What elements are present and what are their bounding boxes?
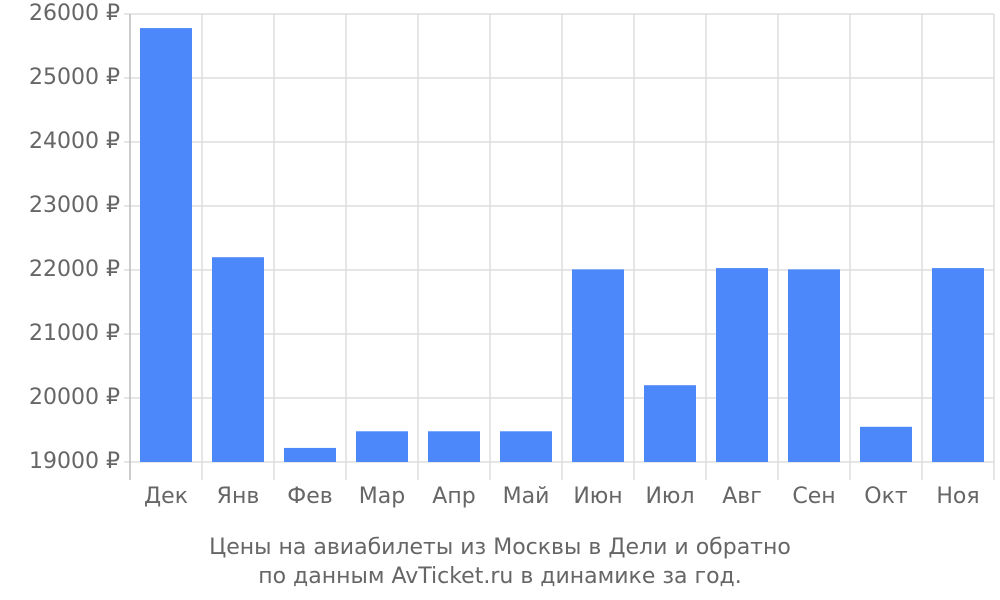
bar (356, 431, 408, 462)
y-tick-label: 25000 ₽ (29, 65, 120, 90)
bar (284, 447, 336, 462)
x-tick-label: Фев (287, 484, 332, 509)
bar (140, 28, 192, 463)
y-tick-label: 20000 ₽ (29, 385, 120, 410)
x-tick-label: Дек (144, 484, 188, 509)
x-tick-label: Апр (432, 484, 475, 509)
x-tick-label: Янв (217, 484, 260, 509)
bar (716, 268, 768, 462)
caption: Цены на авиабилеты из Москвы в Дели и об… (209, 535, 791, 560)
bar (860, 426, 912, 462)
y-tick-label: 22000 ₽ (29, 257, 120, 282)
x-tick-label: Июл (645, 484, 694, 509)
bar (788, 269, 840, 462)
bar (932, 268, 984, 462)
bar (644, 385, 696, 462)
x-tick-label: Сен (792, 484, 835, 509)
y-tick-label: 24000 ₽ (29, 129, 120, 154)
caption: по данным AvTicket.ru в динамике за год. (258, 564, 742, 589)
y-tick-label: 23000 ₽ (29, 193, 120, 218)
x-tick-label: Авг (722, 484, 762, 509)
bar (500, 431, 552, 462)
x-tick-label: Мар (359, 484, 405, 509)
x-tick-label: Окт (864, 484, 908, 509)
x-tick-label: Ноя (936, 484, 979, 509)
y-tick-label: 21000 ₽ (29, 321, 120, 346)
bar (428, 431, 480, 462)
y-tick-label: 19000 ₽ (29, 449, 120, 474)
x-tick-label: Май (503, 484, 550, 509)
bar (572, 269, 624, 462)
bar (212, 257, 264, 462)
x-tick-label: Июн (573, 484, 622, 509)
y-tick-label: 26000 ₽ (29, 1, 120, 26)
